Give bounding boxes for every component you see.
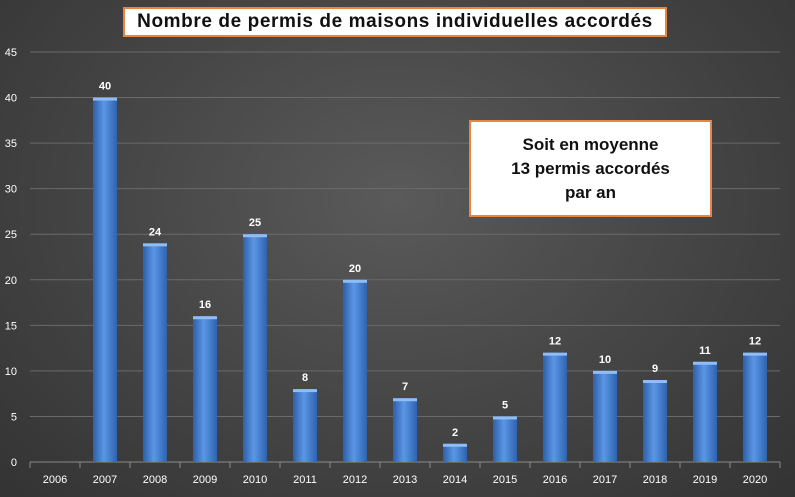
x-tick-label: 2011 bbox=[293, 474, 317, 486]
bar-top-highlight bbox=[193, 316, 217, 320]
data-label-2015: 5 bbox=[502, 399, 508, 411]
data-label-2012: 20 bbox=[349, 263, 361, 275]
x-tick-label: 2007 bbox=[93, 474, 117, 486]
bar-top-highlight bbox=[543, 352, 567, 356]
bar-top-highlight bbox=[243, 234, 267, 238]
y-tick-label: 5 bbox=[11, 411, 17, 423]
y-tick-label: 10 bbox=[5, 366, 17, 378]
data-label-2020: 12 bbox=[749, 336, 761, 348]
chart-title-box: Nombre de permis de maisons individuelle… bbox=[123, 7, 667, 37]
bar-2011 bbox=[293, 389, 317, 462]
data-label-2011: 8 bbox=[302, 372, 308, 384]
bar-top-highlight bbox=[593, 370, 617, 374]
annotation-line-3: par an bbox=[564, 182, 617, 202]
y-tick-label: 45 bbox=[5, 47, 17, 59]
x-tick-label: 2006 bbox=[43, 474, 67, 486]
x-tick-label: 2013 bbox=[393, 474, 417, 486]
bar-2009 bbox=[193, 316, 217, 462]
y-tick-label: 0 bbox=[11, 457, 17, 469]
data-label-2016: 12 bbox=[549, 336, 561, 348]
bar-top-highlight bbox=[743, 352, 767, 356]
x-tick-label: 2019 bbox=[693, 474, 717, 486]
bar-top-highlight bbox=[643, 380, 667, 383]
data-label-2018: 9 bbox=[652, 363, 658, 375]
bar-top-highlight bbox=[493, 416, 517, 420]
x-tick-label: 2020 bbox=[743, 474, 767, 486]
y-tick-label: 35 bbox=[5, 138, 17, 150]
data-label-2014: 2 bbox=[452, 427, 458, 439]
bar-top-highlight bbox=[393, 398, 417, 402]
x-tick-label: 2010 bbox=[243, 474, 267, 486]
bar-top-highlight bbox=[443, 443, 467, 447]
y-tick-label: 30 bbox=[5, 184, 17, 196]
data-label-2008: 24 bbox=[149, 226, 162, 238]
bar-top-highlight bbox=[693, 361, 717, 365]
annotation-line-2: 13 permis accordés bbox=[511, 158, 670, 178]
bar-2008 bbox=[143, 243, 167, 462]
bar-2017 bbox=[593, 370, 617, 462]
bar-top-highlight bbox=[293, 389, 317, 393]
y-tick-label: 25 bbox=[5, 229, 17, 241]
bar-2010 bbox=[243, 234, 267, 462]
data-label-2019: 11 bbox=[699, 345, 711, 357]
bar-2018 bbox=[643, 380, 667, 462]
x-tick-label: 2018 bbox=[643, 474, 667, 486]
bar-top-highlight bbox=[343, 279, 367, 283]
data-label-2013: 7 bbox=[402, 381, 408, 393]
data-label-2007: 40 bbox=[99, 81, 111, 93]
bar-2020 bbox=[743, 352, 767, 462]
bar-2012 bbox=[343, 279, 367, 462]
bar-2013 bbox=[393, 398, 417, 462]
bar-2016 bbox=[543, 352, 567, 462]
y-tick-label: 20 bbox=[5, 275, 17, 287]
y-tick-label: 40 bbox=[5, 93, 17, 105]
x-tick-label: 2009 bbox=[193, 474, 217, 486]
bar-2015 bbox=[493, 416, 517, 462]
average-annotation-box: Soit en moyenne 13 permis accordés par a… bbox=[469, 120, 712, 217]
y-tick-label: 15 bbox=[5, 320, 17, 332]
bar-top-highlight bbox=[93, 97, 117, 101]
data-label-2009: 16 bbox=[199, 299, 211, 311]
bar-2007 bbox=[93, 97, 117, 463]
bar-2014 bbox=[443, 443, 467, 462]
x-tick-label: 2012 bbox=[343, 474, 367, 486]
annotation-line-1: Soit en moyenne bbox=[522, 134, 659, 154]
data-label-2010: 25 bbox=[249, 217, 261, 229]
bar-top-highlight bbox=[143, 243, 167, 247]
x-tick-label: 2016 bbox=[543, 474, 567, 486]
chart-title: Nombre de permis de maisons individuelle… bbox=[137, 11, 653, 32]
bar-2019 bbox=[693, 361, 717, 462]
x-tick-label: 2015 bbox=[493, 474, 517, 486]
x-tick-label: 2008 bbox=[143, 474, 167, 486]
x-tick-label: 2014 bbox=[443, 474, 467, 486]
data-label-2017: 10 bbox=[599, 354, 611, 366]
x-tick-label: 2017 bbox=[593, 474, 617, 486]
